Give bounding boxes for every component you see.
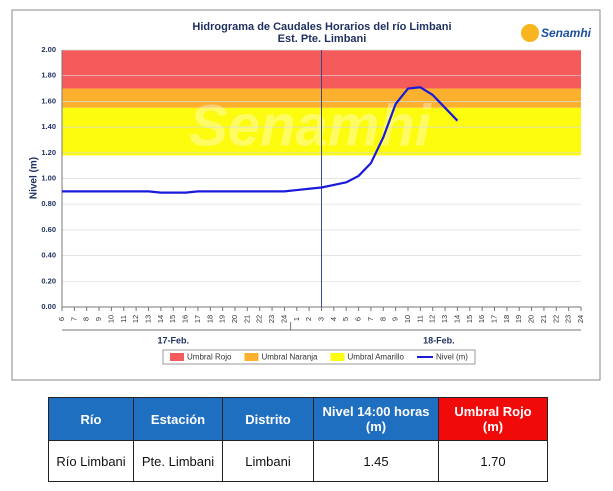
x-tick-label: 9	[391, 317, 400, 321]
x-tick-label: 10	[403, 315, 412, 323]
day-label: 17-Feb.	[157, 335, 189, 345]
y-axis-label: Nivel (m)	[29, 157, 40, 199]
x-tick-label: 15	[465, 315, 474, 323]
summary-table: Río Estación Distrito Nivel 14:00 horas (m)…	[48, 397, 548, 482]
cell: 1.70	[438, 440, 548, 482]
header-cell: Estación	[133, 397, 223, 441]
header-cell: Umbral Rojo (m)	[438, 397, 548, 441]
x-tick-label: 3	[316, 317, 325, 321]
cell: Limbani	[222, 440, 314, 482]
x-tick-label: 24	[576, 315, 585, 323]
x-tick-label: 4	[329, 317, 338, 321]
x-tick-label: 19	[218, 315, 227, 323]
x-tick-label: 13	[440, 315, 449, 323]
logo: Senamhi	[541, 26, 592, 40]
y-tick-label: 1.00	[41, 173, 56, 182]
x-tick-label: 9	[94, 317, 103, 321]
x-tick-label: 5	[341, 317, 350, 321]
x-tick-label: 10	[106, 315, 115, 323]
legend-label: Umbral Rojo	[187, 353, 232, 362]
x-tick-label: 23	[267, 315, 276, 323]
x-tick-label: 20	[527, 315, 536, 323]
header-cell: Nivel 14:00 horas (m)	[313, 397, 439, 441]
x-tick-label: 12	[131, 315, 140, 323]
legend-swatch	[330, 353, 345, 361]
x-tick-label: 16	[477, 315, 486, 323]
cell: Río Limbani	[48, 440, 134, 482]
y-tick-label: 0.60	[41, 225, 56, 234]
cell: Pte. Limbani	[133, 440, 223, 482]
x-tick-label: 21	[539, 315, 548, 323]
x-tick-label: 22	[255, 315, 264, 323]
day-label: 18-Feb.	[423, 335, 455, 345]
series-line	[62, 86, 459, 194]
x-tick-label: 1	[292, 317, 301, 321]
legend-label: Umbral Amarillo	[348, 353, 405, 362]
cell: 1.45	[313, 440, 439, 482]
y-tick-label: 0.40	[41, 251, 56, 260]
chart: Hidrograma de Caudales Horarios del río …	[11, 9, 601, 381]
x-tick-label: 11	[415, 315, 424, 323]
x-tick-label: 8	[378, 317, 387, 321]
y-tick-label: 1.40	[41, 122, 56, 131]
x-tick-label: 14	[452, 315, 461, 323]
x-tick-label: 16	[181, 315, 190, 323]
y-tick-label: 2.00	[41, 45, 56, 54]
chart-title: Hidrograma de Caudales Horarios del río …	[192, 21, 451, 33]
logo-icon	[521, 24, 539, 42]
x-tick-label: 13	[143, 315, 152, 323]
x-tick-label: 11	[119, 315, 128, 323]
y-tick-label: 0.80	[41, 199, 56, 208]
chart-subtitle: Est. Pte. Limbani	[278, 33, 367, 45]
x-tick-label: 22	[551, 315, 560, 323]
x-tick-label: 17	[489, 315, 498, 323]
x-tick-label: 6	[354, 317, 363, 321]
table-row: Río Limbani Pte. Limbani Limbani 1.45 1.70	[48, 440, 548, 482]
x-tick-label: 23	[564, 315, 573, 323]
watermark: Senamhi	[189, 93, 433, 158]
header-cell: Distrito	[222, 397, 314, 441]
x-tick-label: 17	[193, 315, 202, 323]
legend-box	[162, 349, 476, 365]
y-tick-label: 0.20	[41, 276, 56, 285]
x-tick-label: 8	[82, 317, 91, 321]
x-tick-label: 24	[279, 315, 288, 323]
x-tick-label: 18	[502, 315, 511, 323]
legend-label: Nivel (m)	[436, 353, 468, 362]
legend-swatch	[244, 353, 259, 361]
y-tick-label: 0.00	[41, 302, 56, 311]
y-tick-label: 1.20	[41, 148, 56, 157]
legend-swatch	[170, 353, 184, 361]
x-tick-label: 7	[69, 317, 78, 321]
x-tick-label: 6	[57, 317, 66, 321]
y-tick-label: 1.80	[41, 71, 56, 80]
x-tick-label: 7	[366, 317, 375, 321]
x-tick-label: 21	[242, 315, 251, 323]
x-tick-label: 12	[428, 315, 437, 323]
x-tick-label: 19	[514, 315, 523, 323]
legend-label: Umbral Naranja	[261, 353, 318, 362]
x-tick-label: 2	[304, 317, 313, 321]
y-tick-label: 1.60	[41, 96, 56, 105]
x-tick-label: 15	[168, 315, 177, 323]
x-tick-label: 18	[205, 315, 214, 323]
x-tick-label: 20	[230, 315, 239, 323]
header-cell: Río	[48, 397, 134, 441]
x-tick-label: 14	[156, 315, 165, 323]
table-header: Río Estación Distrito Nivel 14:00 horas (m)…	[48, 397, 548, 441]
